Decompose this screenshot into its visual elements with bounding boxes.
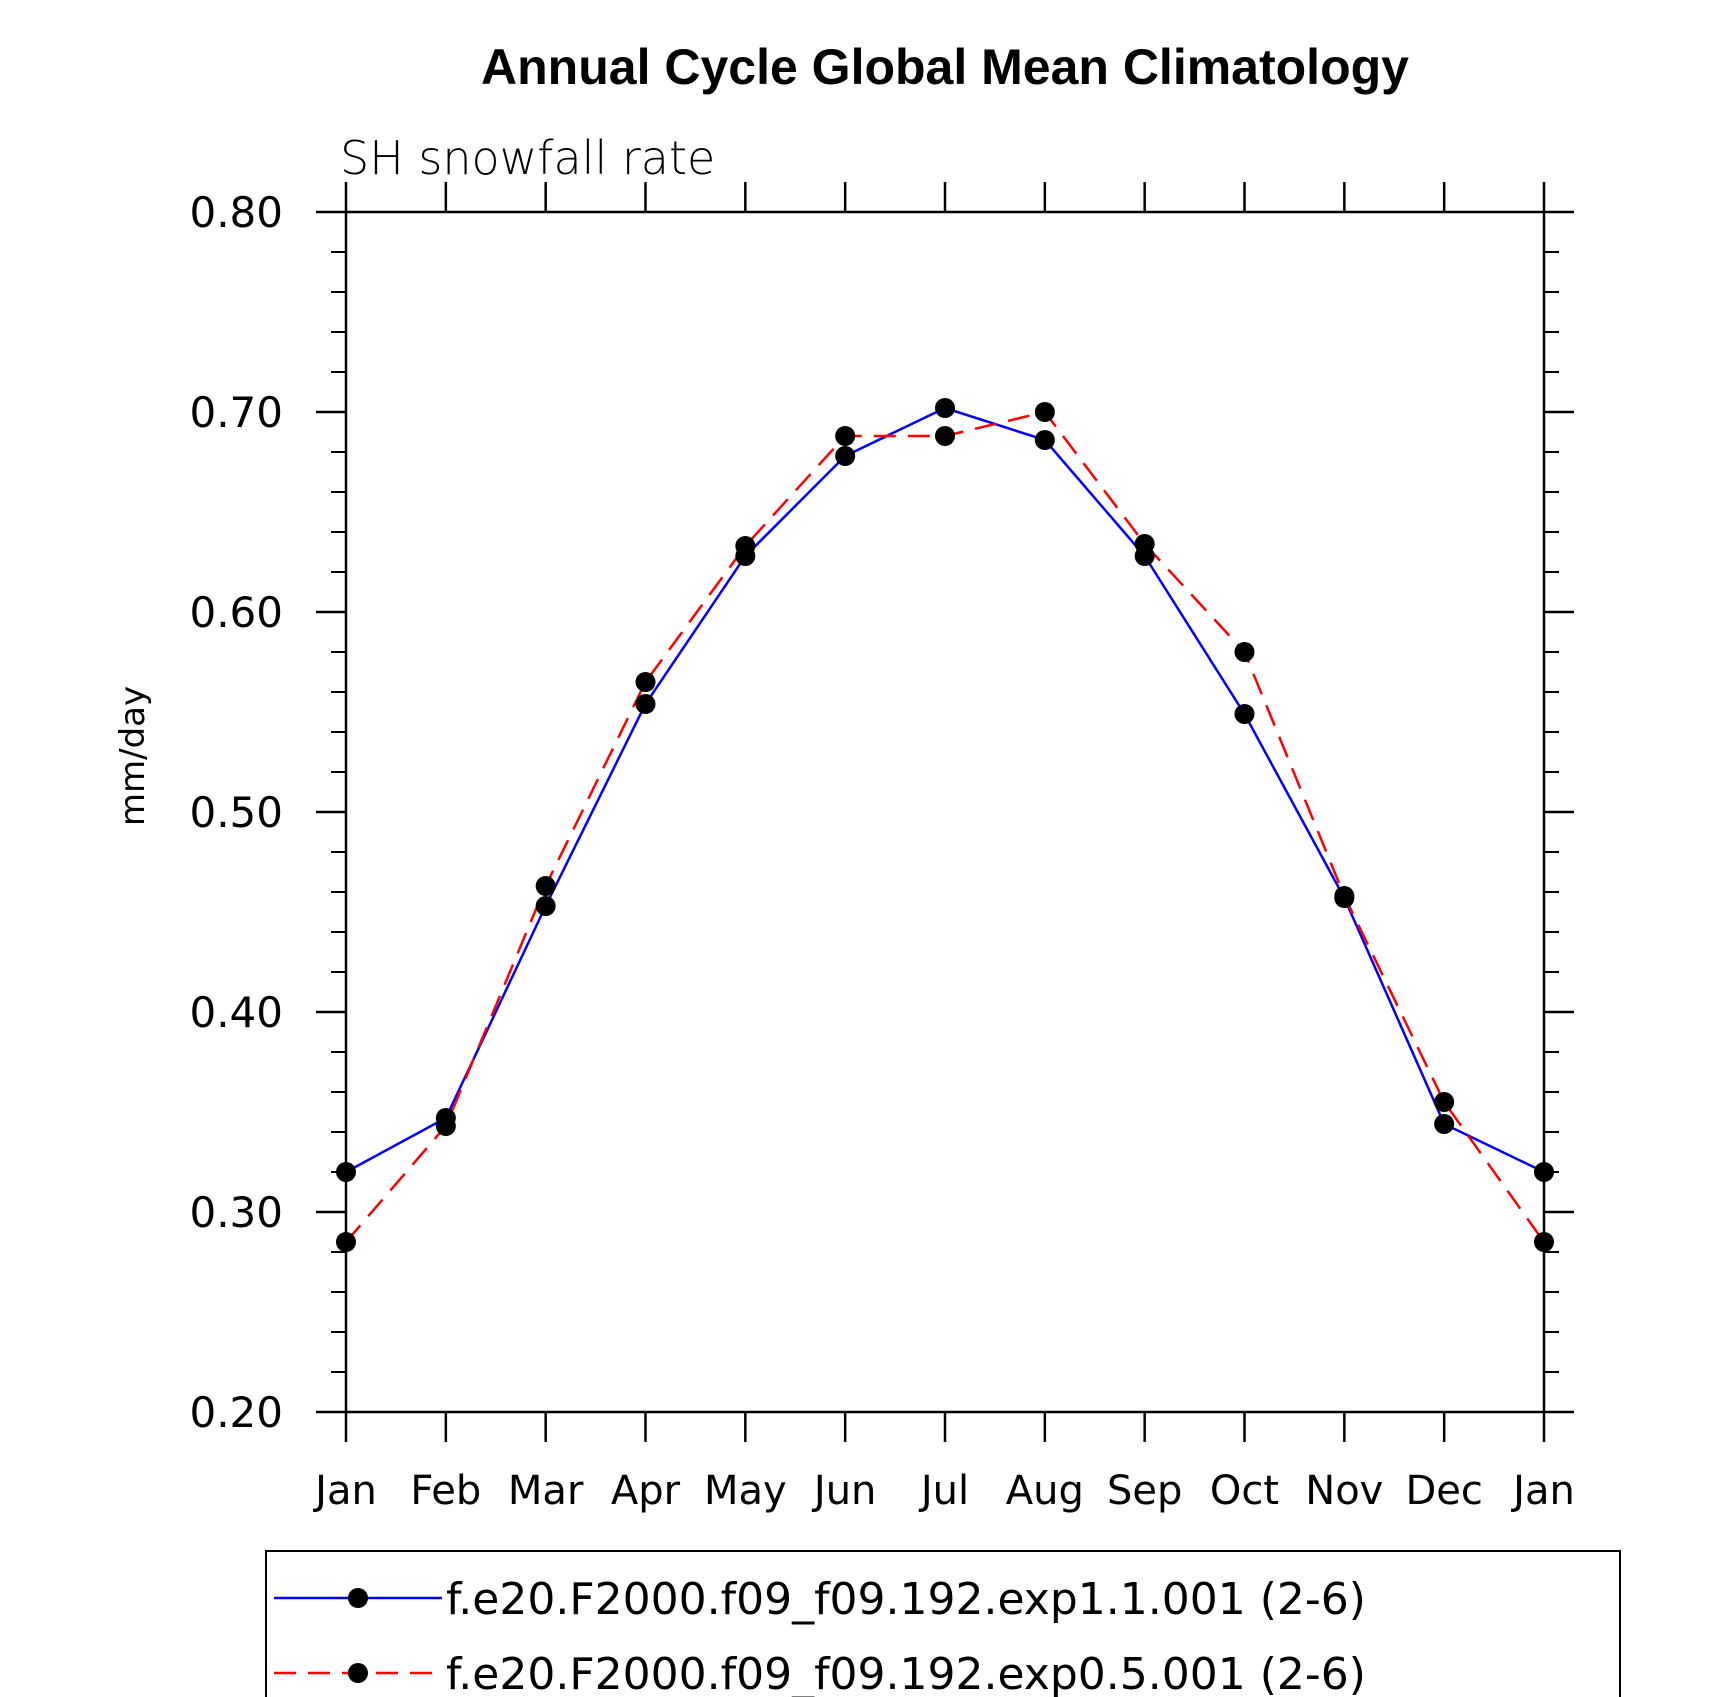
series-1-point: [1234, 704, 1255, 724]
xtick-label: Nov: [1305, 1468, 1383, 1514]
chart-title: Annual Cycle Global Mean Climatology: [481, 39, 1409, 95]
legend-box: [265, 1550, 1621, 1697]
ytick-label: 0.70: [189, 388, 283, 437]
series-1-point: [1434, 1114, 1455, 1134]
ytick-label: 0.20: [189, 1388, 283, 1437]
xtick-label: Jun: [811, 1468, 877, 1514]
series-2-point: [735, 536, 756, 556]
ytick-label: 0.30: [189, 1188, 283, 1237]
series-2-point: [336, 1232, 356, 1252]
ytick-label: 0.60: [189, 588, 283, 637]
series-1-point: [535, 896, 556, 916]
y-tick-labels: 0.80 0.70 0.60 0.50 0.40 0.30 0.20: [189, 188, 283, 1437]
chart-subtitle: SH snowfall rate: [340, 131, 715, 185]
series-line-1: [345, 406, 1545, 1174]
y-axis-label: mm/day: [113, 686, 153, 826]
series-2-point: [435, 1116, 456, 1136]
series-2-point: [535, 876, 556, 896]
series-2-point: [635, 672, 656, 692]
xtick-label: Dec: [1405, 1468, 1482, 1514]
series-2-point: [1434, 1092, 1455, 1112]
series-2-point: [1034, 402, 1055, 422]
legend: f.e20.F2000.f09_f09.192.exp1.1.001 (2-6)…: [265, 1550, 1621, 1697]
series-1-point: [935, 398, 955, 418]
xtick-label: Jan: [1510, 1468, 1575, 1514]
legend-label-2: f.e20.F2000.f09_f09.192.exp0.5.001 (2-6): [446, 1649, 1366, 1697]
series-2-point: [1534, 1232, 1554, 1252]
ytick-label: 0.50: [189, 788, 283, 837]
xtick-label: Apr: [611, 1468, 681, 1514]
xtick-label: Oct: [1210, 1468, 1279, 1514]
xtick-label: Feb: [410, 1468, 481, 1514]
legend-marker-2: [348, 1663, 368, 1683]
series-2-point: [835, 426, 856, 446]
legend-label-1: f.e20.F2000.f09_f09.192.exp1.1.001 (2-6): [446, 1574, 1366, 1625]
series-1-point: [1534, 1162, 1554, 1182]
xtick-label: Aug: [1006, 1468, 1084, 1514]
xtick-label: May: [704, 1468, 787, 1514]
plot-frame: [344, 210, 1546, 1414]
ytick-label: 0.40: [189, 988, 283, 1037]
series-1-point: [1034, 430, 1055, 450]
series-2-point: [1234, 642, 1255, 662]
axis-ticks: [316, 182, 1574, 1442]
xtick-label: Mar: [508, 1468, 584, 1514]
series-2-point: [935, 426, 955, 446]
series-1-point: [835, 446, 856, 466]
series-1-point: [336, 1162, 356, 1182]
legend-items: f.e20.F2000.f09_f09.192.exp1.1.001 (2-6)…: [274, 1574, 1366, 1697]
x-tick-labels: Jan Feb Mar Apr May Jun Jul Aug Sep Oct Nov Dec Jan: [312, 1468, 1575, 1514]
ytick-label: 0.80: [189, 188, 283, 237]
xtick-label: Jul: [918, 1468, 969, 1514]
legend-marker-1: [348, 1588, 368, 1608]
series-layer: [336, 398, 1554, 1252]
series-2-point: [1134, 534, 1155, 554]
series-line-2: [345, 410, 1546, 1243]
series-1-point: [635, 694, 656, 714]
series-2-point: [1334, 886, 1355, 906]
xtick-label: Sep: [1107, 1468, 1182, 1514]
xtick-label: Jan: [312, 1468, 377, 1514]
